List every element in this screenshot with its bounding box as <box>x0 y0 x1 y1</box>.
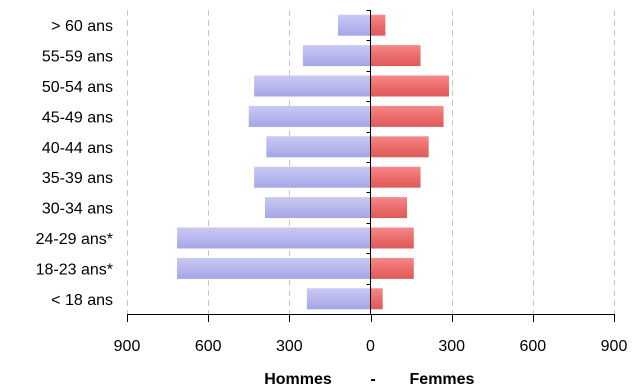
x-tick-label-2: 300 <box>276 338 303 355</box>
x-tick-label-0: 900 <box>114 338 141 355</box>
x-tick-label-4: 300 <box>438 338 465 355</box>
bar-hommes-7 <box>177 227 371 249</box>
category-label-5: 35-39 ans <box>42 170 113 187</box>
bar-femmes-9 <box>370 288 383 310</box>
category-label-6: 30-34 ans <box>42 201 113 218</box>
axes <box>127 10 615 322</box>
x-tick-label-6: 900 <box>601 338 628 355</box>
category-label-2: 50-54 ans <box>42 79 113 96</box>
gridlines <box>127 10 615 314</box>
bar-hommes-5 <box>254 166 371 188</box>
bar-hommes-0 <box>338 14 371 36</box>
bar-femmes-7 <box>370 227 414 249</box>
category-label-7: 24-29 ans* <box>36 231 113 248</box>
bar-hommes-4 <box>266 136 371 158</box>
bar-hommes-8 <box>177 257 371 279</box>
bar-femmes-6 <box>370 197 408 219</box>
bar-femmes-0 <box>370 14 386 36</box>
bar-femmes-8 <box>370 257 414 279</box>
series-hommes <box>177 14 371 310</box>
bar-femmes-2 <box>370 75 449 97</box>
category-labels: > 60 ans 55-59 ans 50-54 ans 45-49 ans 40-44… <box>36 18 113 309</box>
bar-femmes-1 <box>370 45 421 67</box>
bar-hommes-1 <box>302 45 371 67</box>
x-axis-title: Hommes - Femmes <box>264 371 474 388</box>
bar-femmes-3 <box>370 105 444 127</box>
category-label-9: < 18 ans <box>51 292 113 309</box>
bar-hommes-2 <box>254 75 371 97</box>
bar-hommes-9 <box>306 288 371 310</box>
category-label-1: 55-59 ans <box>42 49 113 66</box>
category-label-0: > 60 ans <box>51 18 113 35</box>
x-tick-label-5: 600 <box>519 338 546 355</box>
x-tick-label-1: 600 <box>195 338 222 355</box>
bar-femmes-4 <box>370 136 429 158</box>
x-tick-label-3: 0 <box>366 338 375 355</box>
category-label-3: 45-49 ans <box>42 109 113 126</box>
category-label-8: 18-23 ans* <box>36 261 113 278</box>
series-femmes <box>370 14 449 310</box>
bar-hommes-6 <box>264 197 371 219</box>
bar-hommes-3 <box>248 105 371 127</box>
x-axis-title-separator: - <box>370 371 375 388</box>
x-tick-labels: 900 600 300 0 300 600 900 <box>114 338 628 355</box>
category-label-4: 40-44 ans <box>42 140 113 157</box>
x-axis-title-right: Femmes <box>410 371 475 388</box>
x-axis-title-left: Hommes <box>264 371 332 388</box>
bar-femmes-5 <box>370 166 421 188</box>
